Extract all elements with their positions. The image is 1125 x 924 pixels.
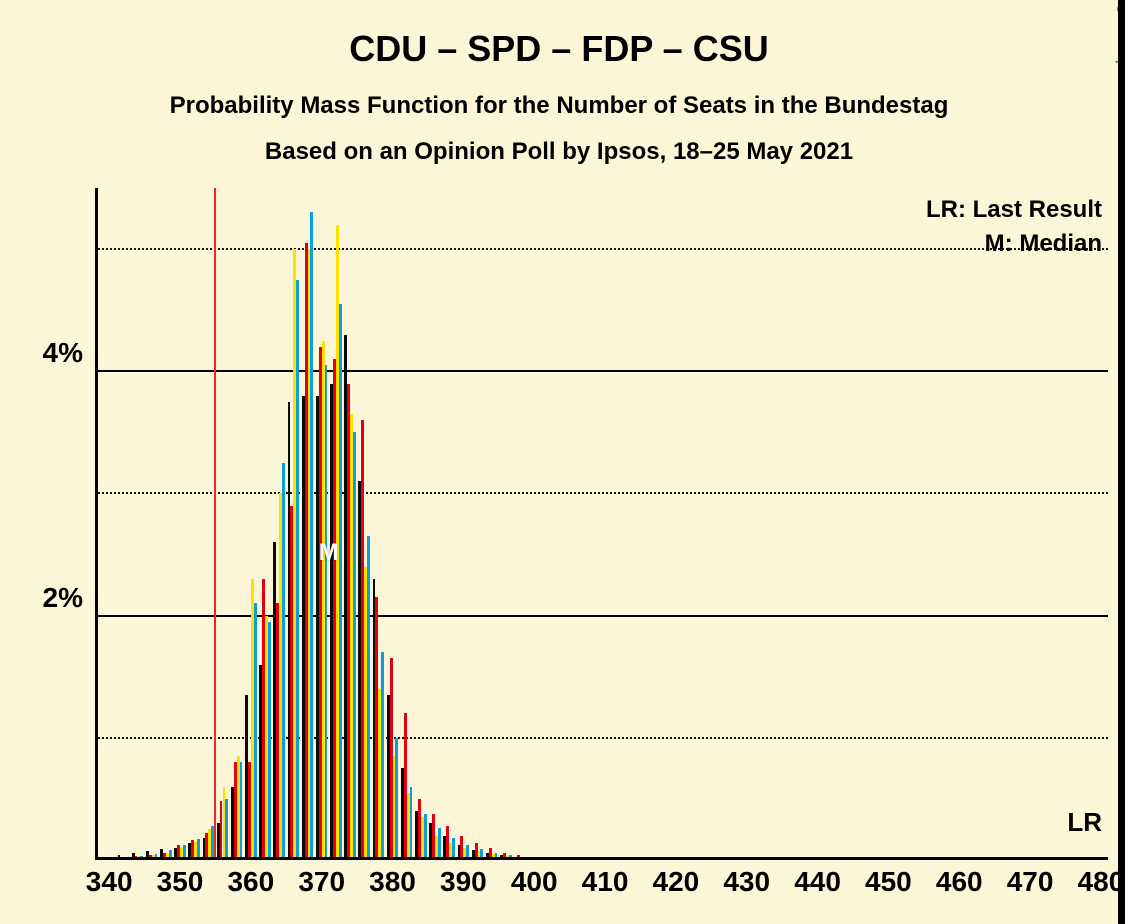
x-axis-tick-label: 440: [794, 866, 841, 898]
chart-stage: CDU – SPD – FDP – CSU Probability Mass F…: [0, 0, 1125, 924]
gridline-major: [95, 370, 1108, 372]
x-axis-tick-label: 430: [723, 866, 770, 898]
bar-csu: [353, 432, 356, 860]
bar-csu: [296, 280, 299, 860]
bar-csu: [424, 814, 427, 860]
x-axis-tick-label: 480: [1078, 866, 1125, 898]
last-result-marker-label: LR: [1067, 807, 1102, 838]
x-axis-tick-label: 450: [865, 866, 912, 898]
y-axis-label: 2%: [43, 582, 83, 614]
bar-csu: [381, 652, 384, 860]
bar-csu: [282, 463, 285, 860]
x-axis-tick-label: 340: [86, 866, 133, 898]
gridline-minor: [95, 492, 1108, 494]
x-axis-tick-label: 420: [653, 866, 700, 898]
x-axis-tick-label: 410: [582, 866, 629, 898]
y-axis-label: 4%: [43, 337, 83, 369]
bar-csu: [395, 738, 398, 860]
chart-subtitle-1: Probability Mass Function for the Number…: [0, 92, 1118, 120]
plot-area: LR: Last Result M: Median LR 34035036037…: [95, 188, 1108, 860]
x-axis-tick-label: 460: [936, 866, 983, 898]
x-axis-tick-label: 400: [511, 866, 558, 898]
bar-csu: [438, 828, 441, 860]
x-axis: [95, 857, 1108, 860]
bar-csu: [310, 212, 313, 860]
x-axis-tick-label: 360: [227, 866, 274, 898]
chart-subtitle-2: Based on an Opinion Poll by Ipsos, 18–25…: [0, 138, 1118, 166]
bar-csu: [240, 762, 243, 860]
y-axis: [95, 188, 98, 860]
chart-title: CDU – SPD – FDP – CSU: [0, 28, 1118, 70]
right-edge-strip: [1118, 0, 1125, 924]
x-axis-tick-label: 470: [1007, 866, 1054, 898]
legend-median: M: Median: [985, 230, 1102, 258]
legend-last-result: LR: Last Result: [926, 196, 1102, 224]
bar-csu: [211, 826, 214, 860]
bar-csu: [367, 536, 370, 860]
median-label: M: [319, 539, 339, 567]
x-axis-tick-label: 350: [157, 866, 204, 898]
gridline-minor: [95, 248, 1108, 250]
x-axis-tick-label: 370: [298, 866, 345, 898]
x-axis-tick-label: 390: [440, 866, 487, 898]
bar-csu: [254, 603, 257, 860]
bar-csu: [339, 304, 342, 860]
bar-csu: [410, 787, 413, 860]
x-axis-tick-label: 380: [369, 866, 416, 898]
gridline-major: [95, 615, 1108, 617]
last-result-line: [214, 188, 216, 860]
x-axis-labels: 3403503603703803904004104204304404504604…: [95, 866, 1108, 906]
bar-csu: [325, 365, 328, 860]
bar-csu: [225, 799, 228, 860]
bar-csu: [268, 622, 271, 860]
copyright-notice: © 2021 Filip van Laenen: [1115, 4, 1125, 127]
